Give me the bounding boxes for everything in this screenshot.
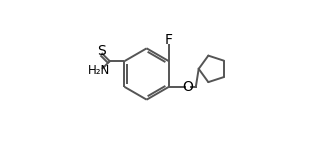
Text: O: O (182, 80, 194, 94)
Text: S: S (97, 44, 106, 58)
Text: F: F (165, 33, 173, 47)
Text: H₂N: H₂N (88, 64, 111, 77)
